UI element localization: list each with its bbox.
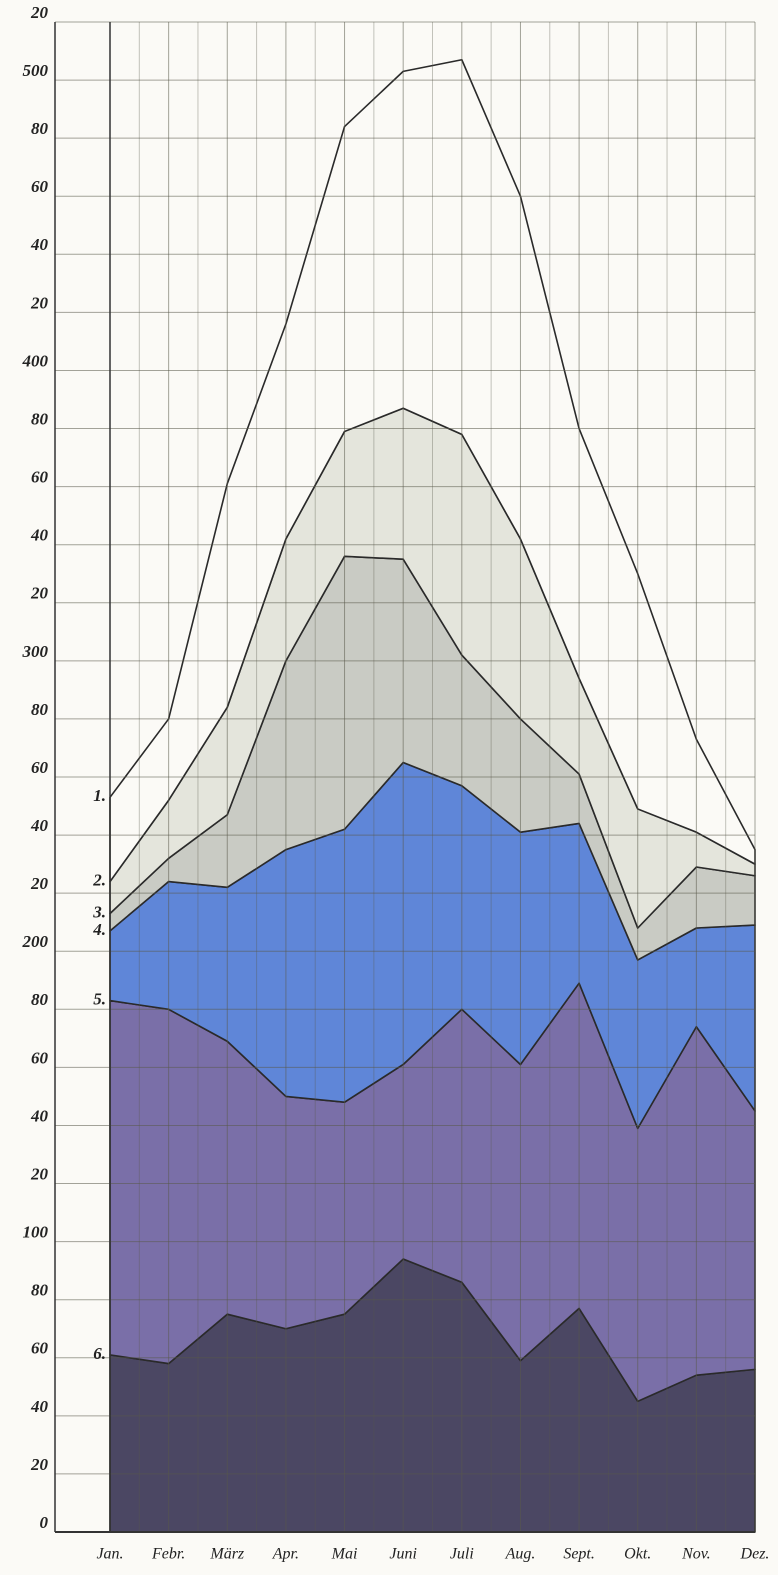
y-tick-label: 20 [30,3,49,22]
x-tick-label: Apr. [272,1546,299,1563]
x-tick-label: Juli [450,1546,474,1563]
y-tick-label: 60 [31,758,49,777]
y-tick-label: 20 [30,874,49,893]
series-label: 2. [92,870,106,889]
x-tick-label: März [209,1546,245,1563]
y-tick-label: 40 [30,1397,49,1416]
y-tick-label: 20 [30,1164,49,1183]
x-tick-label: Nov. [681,1546,711,1563]
x-tick-label: Mai [331,1546,358,1563]
x-tick-label: Jan. [96,1546,123,1563]
series-label: 6. [93,1344,106,1363]
x-tick-label: Sept. [563,1546,595,1563]
y-tick-label: 20 [30,584,49,603]
series-label: 4. [92,920,106,939]
x-tick-label: Okt. [624,1546,651,1563]
y-tick-label: 40 [30,1106,49,1125]
y-tick-label: 400 [22,351,49,370]
y-tick-label: 60 [31,177,49,196]
y-tick-label: 100 [23,1223,49,1242]
y-tick-label: 0 [40,1513,49,1532]
x-tick-label: Febr. [151,1546,185,1563]
y-tick-label: 80 [31,700,49,719]
grid [54,21,756,1533]
y-tick-label: 40 [30,526,49,545]
series-label: 3. [92,902,106,921]
series-label: 1. [93,786,106,805]
y-tick-label: 40 [30,816,49,835]
y-tick-label: 60 [31,1339,49,1358]
y-tick-label: 200 [22,932,49,951]
x-tick-label: Juni [389,1546,417,1563]
areas [109,58,756,1533]
y-tick-label: 80 [31,409,49,428]
x-tick-label: Dez. [740,1546,770,1563]
y-tick-label: 500 [23,61,49,80]
y-tick-label: 60 [31,1048,49,1067]
y-tick-label: 80 [31,1281,49,1300]
y-tick-label: 60 [31,468,49,487]
y-tick-label: 20 [30,1455,49,1474]
y-tick-label: 80 [31,990,49,1009]
y-tick-label: 80 [31,119,49,138]
x-tick-label: Aug. [505,1546,536,1563]
y-tick-label: 20 [30,293,49,312]
labels: 0 20 40 60 80 100 20 40 60 80 200 20 40 60 80 300 20 40 60… [22,3,770,1563]
series-label: 5. [93,990,106,1009]
y-tick-label: 40 [30,235,49,254]
y-tick-label: 300 [22,642,49,661]
